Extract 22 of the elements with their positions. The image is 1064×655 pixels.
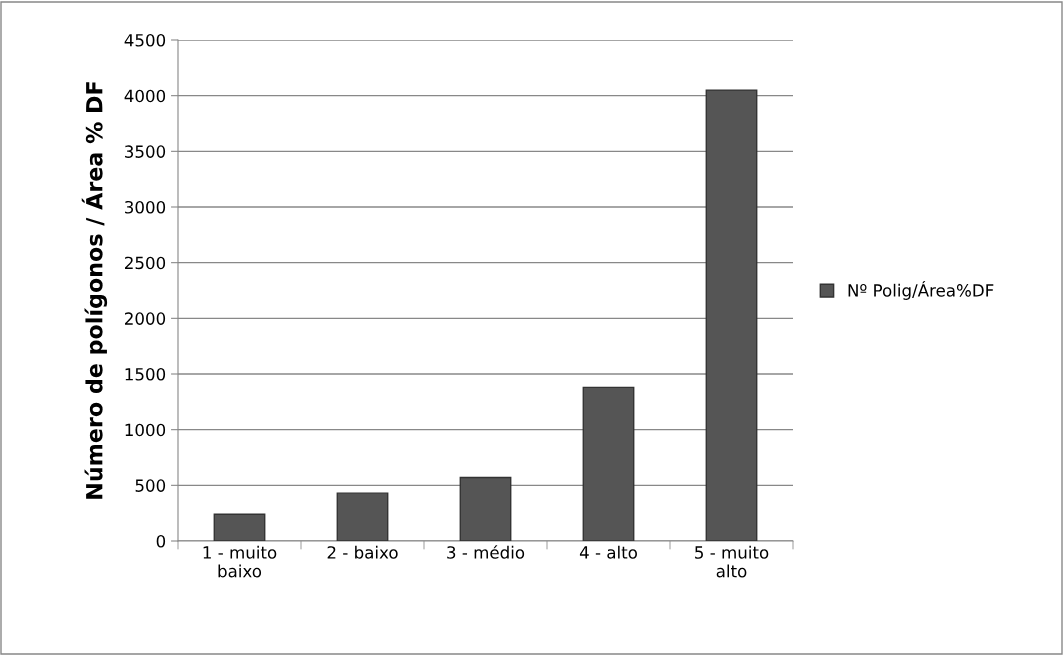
y-tick-label: 0 xyxy=(156,534,166,548)
y-tick-label: 4000 xyxy=(124,89,166,103)
y-tick-label: 1500 xyxy=(125,367,166,381)
x-tick-label: 1 - muito baixo xyxy=(203,545,277,578)
y-tick-label: 3000 xyxy=(125,200,166,214)
x-tick-label: 2 - baixo xyxy=(327,545,398,559)
y-tick-label: 2000 xyxy=(125,312,166,325)
y-tick-label: 1000 xyxy=(125,423,166,437)
x-tick-label: 4 - alto xyxy=(579,545,637,559)
x-tick-label: 3 - médio xyxy=(447,545,525,559)
legend-label: Nº Polig/Área%DF xyxy=(848,281,994,300)
y-tick-label: 2500 xyxy=(125,256,166,270)
bar xyxy=(459,476,512,541)
y-tick-label: 3500 xyxy=(125,145,166,158)
bar xyxy=(582,386,635,541)
y-tick-label: 4500 xyxy=(124,33,166,47)
y-tick-label: 500 xyxy=(135,479,166,492)
bar xyxy=(336,492,389,541)
y-axis-title: Número de polígonos / Área % DF xyxy=(81,82,108,499)
bar xyxy=(705,89,758,541)
x-tick-label: 5 - muito alto xyxy=(695,545,769,578)
bar xyxy=(213,513,266,541)
